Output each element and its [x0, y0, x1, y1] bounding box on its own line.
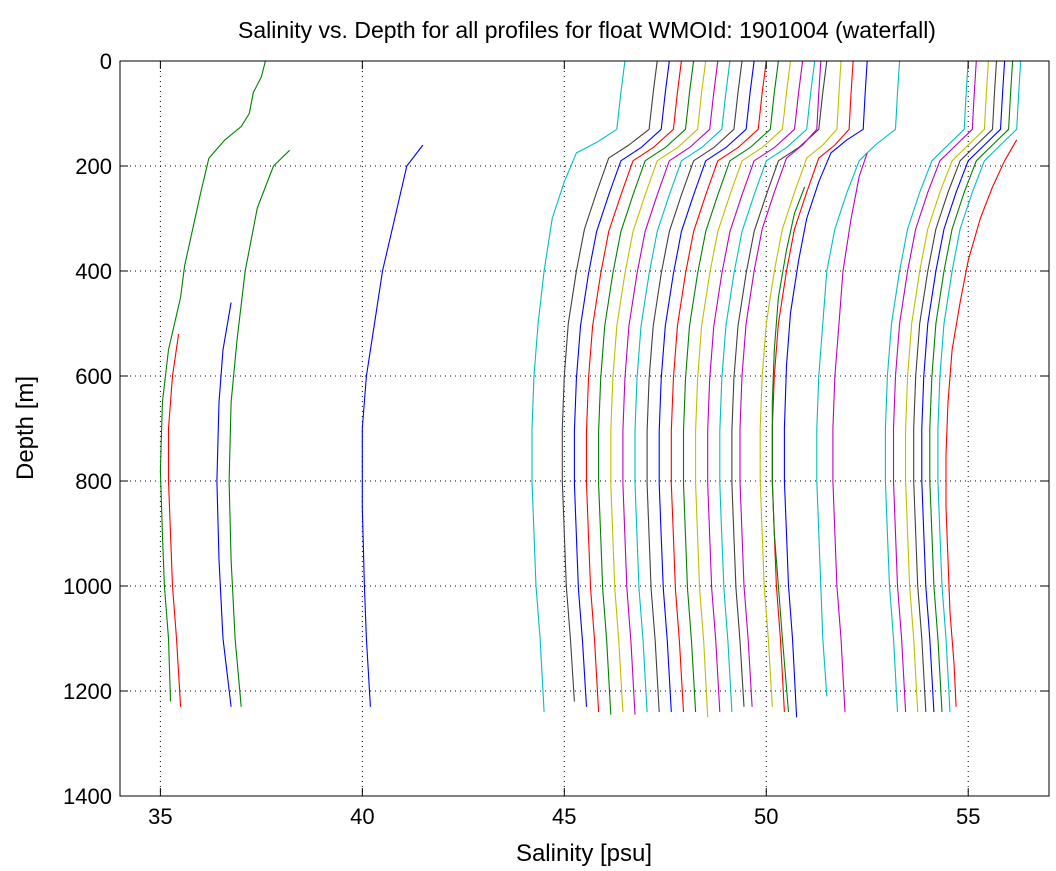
- profile-line-18: [695, 60, 792, 718]
- y-tick-label: 800: [75, 469, 112, 494]
- x-tick-label: 55: [956, 804, 980, 829]
- axis-ticks: 35 40 45 50 55 0 200 400 600 800 1000 1200 1400: [63, 49, 1049, 829]
- profile-line-30: [892, 60, 977, 713]
- y-tick-label: 1400: [63, 784, 112, 809]
- profile-line-9: [585, 60, 682, 713]
- y-tick-label: 1200: [63, 679, 112, 704]
- profile-line-22: [783, 60, 868, 718]
- profile-line-28: [832, 152, 868, 713]
- profile-line-12: [622, 60, 719, 715]
- y-tick-label: 400: [75, 259, 112, 284]
- profile-line-35: [937, 60, 1022, 713]
- profile-line-2: [167, 333, 182, 707]
- profile-line-33: [921, 60, 1006, 713]
- profile-lines: [159, 60, 1022, 718]
- profile-line-16: [670, 60, 767, 713]
- profile-line-25: [739, 60, 822, 707]
- y-tick-label: 1000: [63, 574, 112, 599]
- profile-line-26: [771, 186, 806, 713]
- profile-line-32: [913, 60, 998, 713]
- profile-line-8: [573, 60, 670, 707]
- profile-line-17: [682, 60, 779, 713]
- profile-line-20: [719, 60, 816, 713]
- y-tick-label: 200: [75, 154, 112, 179]
- profile-line-27: [816, 60, 901, 697]
- x-tick-label: 40: [350, 804, 374, 829]
- y-tick-label: 600: [75, 364, 112, 389]
- x-tick-label: 35: [148, 804, 172, 829]
- x-axis-label: Salinity [psu]: [516, 840, 652, 867]
- profile-line-29: [884, 60, 969, 713]
- x-tick-label: 45: [552, 804, 576, 829]
- y-tick-label: 0: [100, 49, 112, 74]
- profile-line-11: [610, 60, 707, 713]
- profile-line-24: [759, 60, 842, 707]
- profile-line-13: [634, 60, 731, 713]
- profile-line-6: [531, 60, 626, 713]
- x-tick-label: 50: [754, 804, 778, 829]
- chart-title: Salinity vs. Depth for all profiles for …: [238, 17, 936, 43]
- profile-line-15: [658, 60, 755, 713]
- plot-frame: [119, 60, 1050, 797]
- y-axis-label: Depth [m]: [12, 376, 39, 480]
- profile-line-7: [561, 60, 658, 702]
- profile-line-34: [929, 60, 1014, 713]
- profile-line-31: [905, 60, 989, 713]
- profile-line-14: [646, 60, 743, 713]
- profile-line-23: [771, 60, 854, 713]
- profile-line-19: [707, 60, 804, 713]
- profile-line-36: [945, 139, 1018, 707]
- profile-line-5: [361, 144, 424, 707]
- grid-lines: [120, 61, 1049, 796]
- profile-line-3: [228, 149, 290, 707]
- profile-line-10: [598, 60, 695, 715]
- profile-line-4: [216, 302, 232, 707]
- profile-line-1: [159, 60, 266, 702]
